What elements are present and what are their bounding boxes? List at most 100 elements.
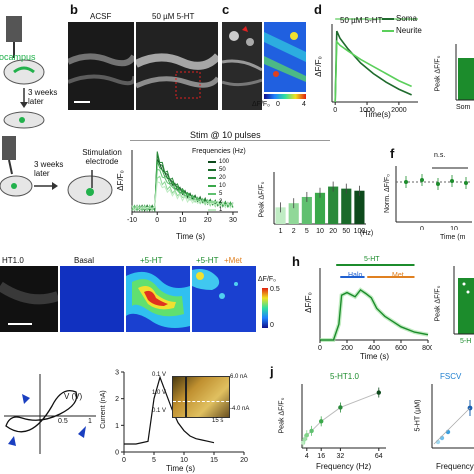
syringe-body: [6, 16, 22, 42]
cv-xlabel: V (V): [64, 392, 83, 401]
acsf-title: ACSF: [90, 12, 112, 21]
chart-h-xtick-label: 600: [395, 345, 407, 352]
trace-legend-swatch: [208, 169, 216, 171]
chart-h-bar: [453, 266, 474, 335]
chart-h-xtick-label: 800: [422, 345, 432, 352]
chart-h-halo-label: Halo: [348, 272, 363, 279]
j1-xtick-label: 16: [317, 453, 325, 460]
colorbar-c: [264, 94, 306, 99]
current-xtick-label: 15: [210, 457, 218, 464]
current-xtick-label: 20: [240, 457, 248, 464]
panel-label-f: f: [390, 146, 395, 161]
current-xlabel: Time (s): [166, 464, 196, 473]
chart-d-ylabel: ΔF/F₀: [313, 56, 323, 77]
cv-tick-05: 0.5: [58, 418, 68, 425]
j1-xlabel: Frequency (Hz): [316, 462, 372, 471]
current-xtick-label: 10: [180, 457, 188, 464]
colorbar-c-label: ΔF/F₀: [252, 101, 271, 108]
j1-ylabel: Peak ΔF/F₀: [278, 397, 286, 434]
trace-legend-label: 5: [219, 191, 223, 197]
trace-legend-label: 10: [219, 183, 226, 189]
chart-f-xlabel: Time (m: [440, 234, 466, 241]
schematic-stimulation: 3 weeks later Stimulation electrode: [0, 130, 122, 210]
trace-legend-item: 100: [208, 158, 248, 166]
j1-point: [376, 390, 381, 395]
panel-label-j: j: [270, 364, 274, 379]
chart-d-drug-bar: [335, 18, 418, 20]
chart-h-xtick-label: 400: [368, 345, 380, 352]
trace-legend-item: 2: [208, 198, 248, 206]
chart-f-ylabel: Norm. ΔF/F₀: [384, 173, 392, 214]
img-label-5ht-met-a: +5-HT: [196, 256, 219, 265]
bar-soma: [458, 58, 474, 100]
colorbar-row3: [262, 288, 268, 328]
chart-h-5ht-bar: [336, 264, 415, 266]
roi-box: [175, 71, 201, 99]
trace-legend-label: 2: [219, 199, 223, 205]
freq-bar-xtick-label: 10: [316, 228, 324, 235]
freq-bar: [275, 207, 286, 224]
current-xtick-label: 0: [122, 457, 126, 464]
chart-d-bar: [455, 44, 474, 101]
j1-point: [319, 419, 324, 424]
chart-f-xtick-label: 0: [420, 226, 424, 230]
inset-v-3: 0.1 V: [152, 408, 167, 414]
chart-d-annotation: 50 µM 5-HT: [340, 16, 383, 25]
freq-bar: [314, 192, 326, 224]
chart-h-xtick-label: 0: [318, 345, 322, 352]
stim-electrode-label: Stimulation electrode: [82, 148, 122, 166]
chart-h-met-bar: [367, 276, 415, 278]
inset-v-2: 1.0 V: [152, 390, 167, 396]
heatmap-5ht-met: [192, 266, 256, 332]
trace-legend-item: 10: [208, 182, 248, 190]
stim-timeline-label: 3 weeks later: [34, 160, 64, 178]
j1-fit-line: [302, 392, 379, 443]
trace-xtick-label: 30: [229, 217, 237, 224]
inset-v-1: 0.1 V: [152, 372, 167, 378]
chart-d-xtick-label: 2000: [391, 107, 407, 114]
region-label: hippocampus: [0, 52, 36, 62]
j1-point: [304, 433, 309, 438]
chart-f-normalized: 0 10: [395, 166, 472, 230]
current-ytick-label: 1: [115, 423, 119, 430]
trace-legend-item: 5: [208, 190, 248, 198]
5ht-title: 50 µM 5-HT: [152, 12, 195, 21]
freq-bar: [341, 188, 352, 224]
trace-xtick-label: 10: [179, 217, 187, 224]
inset-t: 15 s: [212, 418, 224, 424]
cv-arrow-icon: [8, 436, 16, 446]
brain-outline: [3, 59, 45, 85]
j2-ylabel: 5-HT (µM): [414, 399, 422, 432]
j2-xlabel: Frequency: [436, 462, 474, 471]
cv-curve: [5, 389, 78, 433]
freq-bar: [328, 186, 339, 224]
chart-h-bar-ylabel: Peak ΔF/F₀: [434, 285, 442, 322]
panel-label-c: c: [222, 2, 230, 17]
freq-bar-unit: (Hz): [360, 230, 374, 237]
current-ytick-label: 3: [115, 370, 119, 377]
hippocampus-shape: [13, 66, 35, 74]
j1-xtick-label: 4: [305, 453, 309, 460]
j2-title: FSCV: [440, 372, 462, 381]
bar-5ht: [458, 278, 474, 334]
chart-h-bar-xtick: 5-H: [460, 338, 472, 345]
chart-h-timecourse: 0 200 400 600 800: [318, 264, 432, 352]
colorbar-row3-min: 0: [270, 322, 274, 329]
current-ytick-label: 0: [115, 450, 119, 457]
trace-legend-swatch: [208, 201, 216, 203]
chart-d-bar-ylabel: Peak ΔF/F₀: [434, 55, 442, 92]
stim-title: Stim @ 10 pulses: [190, 130, 261, 140]
colorbar-row3-label: ΔF/F₀: [258, 276, 277, 283]
trace-legend-item: 20: [208, 174, 248, 182]
chart-h-xtick-label: 200: [341, 345, 353, 352]
colorbar-c-max: 4: [302, 101, 306, 108]
heatmap-5ht: [126, 266, 190, 332]
inset-i-2: -4.0 nA: [230, 406, 250, 412]
chart-h-xlabel: Time (s): [360, 352, 390, 361]
colorbar-c-min: 0: [276, 101, 280, 108]
freq-bar-xtick-label: 2: [292, 228, 296, 235]
chart-d-series-soma: [334, 30, 412, 103]
fscv-inset: [172, 376, 230, 418]
j1-xtick-label: 64: [375, 453, 383, 460]
microscopy-zoom: [222, 22, 262, 110]
